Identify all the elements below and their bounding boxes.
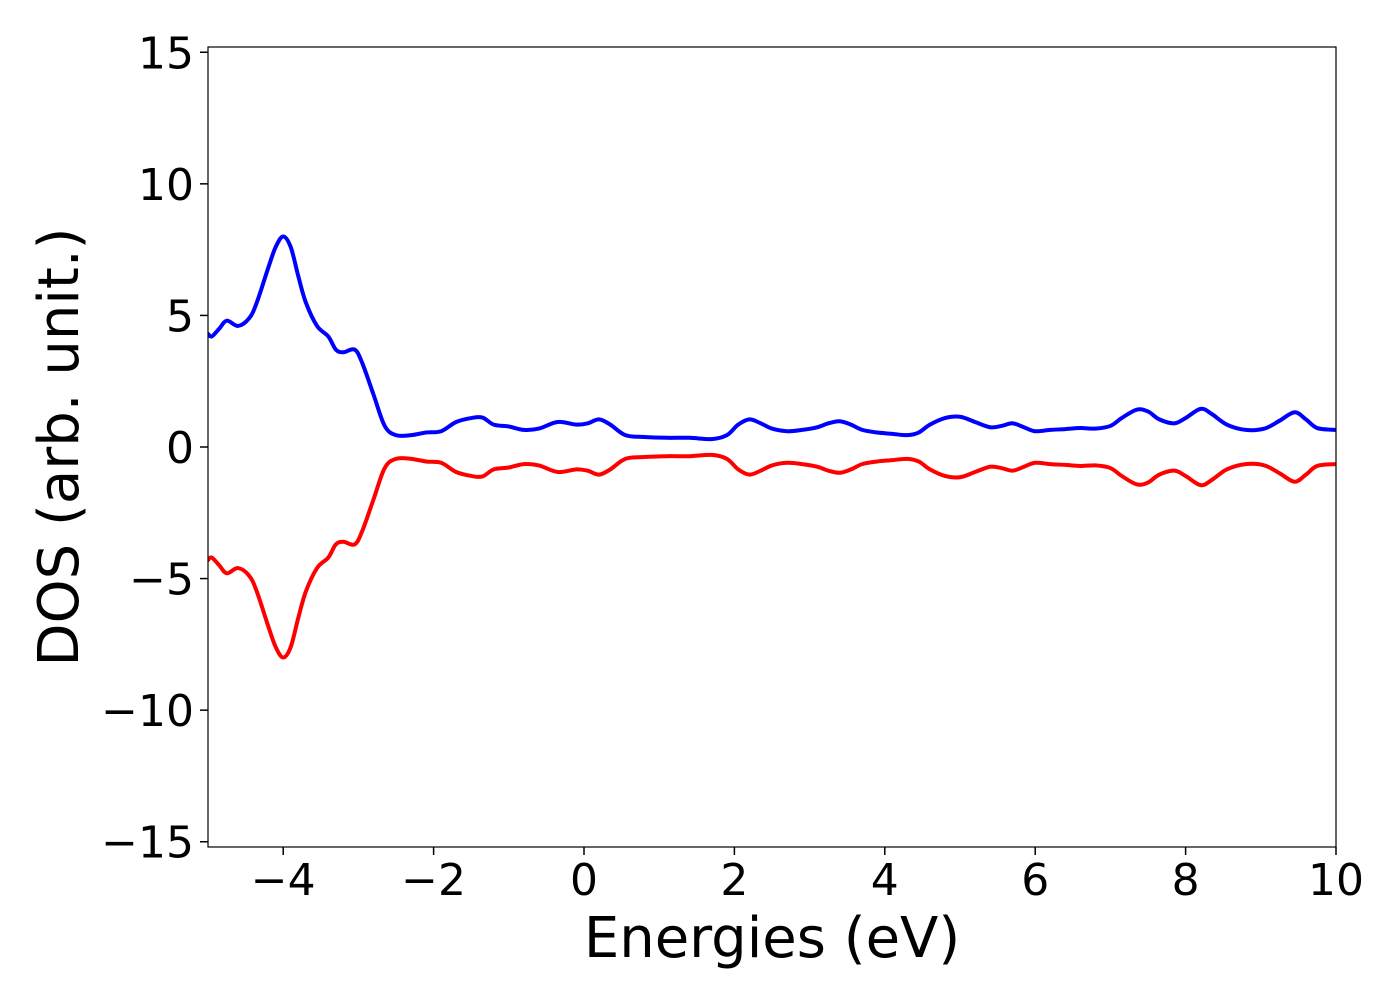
x-tick-label: 2	[720, 855, 748, 906]
x-axis: −4 −2 0 2 4 6 8 10	[251, 847, 1364, 906]
y-tick-label: −15	[101, 818, 194, 869]
plot-frame	[207, 46, 1337, 848]
x-tick-label: 0	[570, 855, 598, 906]
series-line-1	[208, 452, 1336, 660]
y-axis-title: DOS (arb. unit.)	[27, 227, 92, 666]
y-axis: −15 −10 −5 0 5 10 15	[101, 28, 208, 869]
series-line-0	[208, 234, 1336, 442]
x-tick-label: 6	[1021, 855, 1049, 906]
x-tick-label: 10	[1308, 855, 1364, 906]
y-tick-label: 0	[166, 423, 194, 474]
x-tick-label: −2	[401, 855, 466, 906]
y-tick-label: 15	[138, 28, 194, 79]
x-axis-title: Energies (eV)	[584, 906, 960, 971]
x-tick-label: 4	[871, 855, 899, 906]
y-tick-label: −5	[129, 555, 194, 606]
x-tick-label: −4	[251, 855, 316, 906]
y-tick-label: 5	[166, 291, 194, 342]
series-layer	[208, 234, 1336, 660]
x-tick-label: 8	[1172, 855, 1200, 906]
y-tick-label: 10	[138, 160, 194, 211]
y-tick-label: −10	[101, 686, 194, 737]
